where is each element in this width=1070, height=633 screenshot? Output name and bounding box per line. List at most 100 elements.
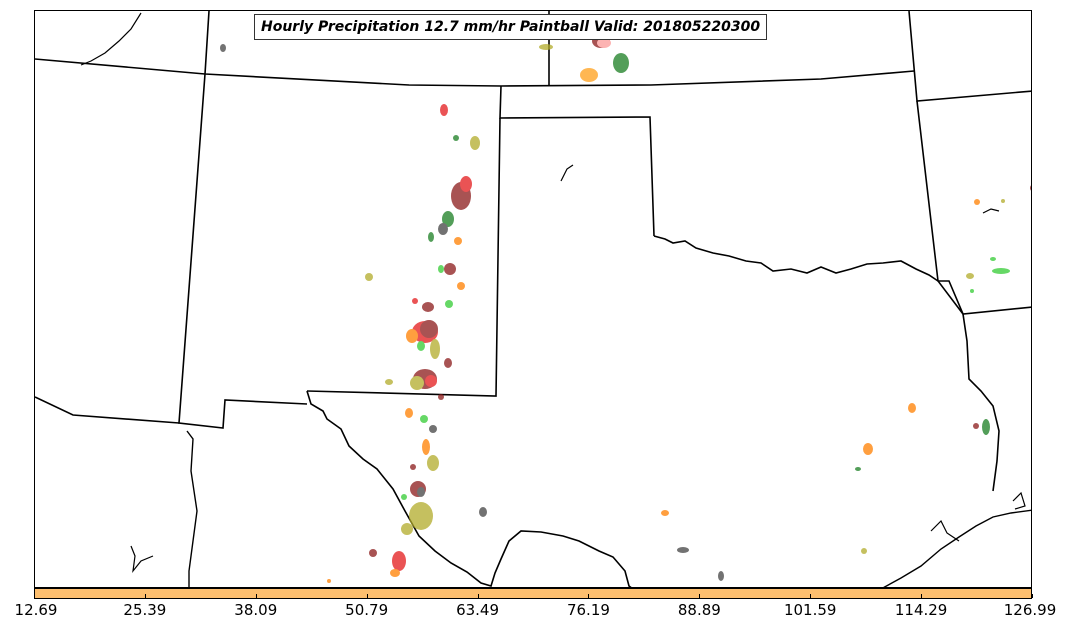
border-line [35, 58, 915, 87]
colorbar-tick [1032, 594, 1033, 598]
precip-blob [430, 339, 440, 359]
precip-blob [580, 68, 598, 82]
colorbar-tick-label: 76.19 [566, 601, 610, 619]
precip-blob [1001, 199, 1005, 203]
coastline-details [80, 12, 1026, 574]
precip-blob [1030, 185, 1031, 191]
precip-blob [982, 419, 990, 435]
precip-blob [908, 403, 916, 413]
precip-blob [220, 44, 226, 52]
precip-blob [990, 257, 996, 261]
precip-blob [392, 551, 406, 571]
precip-blob [974, 199, 980, 205]
border-line [306, 117, 501, 397]
precip-blob [425, 375, 437, 387]
border-line [908, 11, 1031, 102]
precip-blob [327, 579, 331, 583]
map-panel [34, 10, 1032, 588]
colorbar-tick-label: 114.29 [894, 601, 948, 619]
precip-blob [966, 273, 974, 279]
precip-blob [412, 298, 418, 304]
precip-blob [454, 237, 462, 245]
state-boundaries [35, 11, 1031, 429]
coast-detail [560, 164, 574, 182]
precip-blob [597, 38, 611, 48]
precip-blob [420, 415, 428, 423]
precip-blob [718, 571, 724, 581]
precip-blob [422, 302, 434, 312]
precip-blob [861, 548, 867, 554]
map-canvas [35, 11, 1031, 587]
precip-blob [422, 439, 430, 455]
precip-blob [401, 494, 407, 500]
coast-detail [130, 545, 154, 574]
colorbar-tick [145, 594, 146, 598]
precip-blob [390, 569, 400, 577]
precip-blob [417, 341, 425, 351]
precip-blob [444, 263, 456, 275]
colorbar-tick-labels: 12.69 25.39 38.09 50.79 63.49 76.19 88.89 101.5… [0, 594, 1070, 633]
precip-blob [401, 523, 413, 535]
colorbar-tick-label: 25.39 [123, 601, 167, 619]
colorbar-tick [256, 594, 257, 598]
precip-blob [410, 464, 416, 470]
precip-blob [863, 443, 873, 455]
precip-blob [539, 44, 553, 50]
precip-blob [429, 425, 437, 433]
precip-blob [453, 135, 459, 141]
coast-detail [930, 519, 960, 542]
colorbar-tick [810, 594, 811, 598]
colorbar [34, 588, 1032, 599]
colorbar-tick-label: 12.69 [14, 601, 58, 619]
precip-blob [457, 282, 465, 290]
precip-blob [973, 423, 979, 429]
coast-detail [1012, 491, 1026, 510]
precip-blob [855, 467, 861, 471]
colorbar-tick [699, 594, 700, 598]
precip-blob [428, 232, 434, 242]
precip-blob [470, 136, 480, 150]
colorbar-tick [478, 594, 479, 598]
precip-blob [420, 320, 438, 338]
colorbar-tick [921, 594, 922, 598]
colorbar-tick [34, 594, 35, 598]
precip-blob [365, 273, 373, 281]
precip-blob [479, 507, 487, 517]
precip-blob [442, 211, 454, 227]
precip-blob [410, 376, 424, 390]
colorbar-tick-label: 63.49 [456, 601, 500, 619]
precip-blob [438, 265, 444, 273]
precip-blob [438, 223, 448, 235]
colorbar-tick [588, 594, 589, 598]
border-line [499, 85, 655, 237]
colorbar-tick-label: 88.89 [677, 601, 721, 619]
coast-detail [982, 208, 1000, 214]
colorbar-tick-label: 101.59 [783, 601, 837, 619]
colorbar-tick [367, 594, 368, 598]
precip-blob [460, 176, 472, 192]
precip-blob [406, 329, 418, 343]
rio-grande-west [186, 430, 198, 587]
precip-blob [385, 379, 393, 385]
precip-blob [613, 53, 629, 73]
precip-blob [444, 358, 452, 368]
border-line [178, 11, 308, 429]
colorbar-tick-label: 50.79 [345, 601, 389, 619]
colorbar-tick-label: 126.99 [1003, 601, 1057, 619]
border-line [916, 100, 1031, 315]
precip-blob [417, 487, 425, 497]
precip-blob [405, 408, 413, 418]
precip-blobs [220, 34, 1031, 583]
precip-blob [970, 289, 974, 293]
colorbar-tick-label: 38.09 [234, 601, 278, 619]
precip-blob [409, 502, 433, 530]
map-title: Hourly Precipitation 12.7 mm/hr Paintbal… [254, 14, 768, 40]
texas-outline [306, 390, 632, 587]
coast-detail [80, 12, 142, 66]
precip-blob [661, 510, 669, 516]
precip-blob [369, 549, 377, 557]
precip-blob [992, 268, 1010, 274]
precip-blob [427, 455, 439, 471]
precip-blob [445, 300, 453, 308]
border-line [35, 396, 180, 424]
